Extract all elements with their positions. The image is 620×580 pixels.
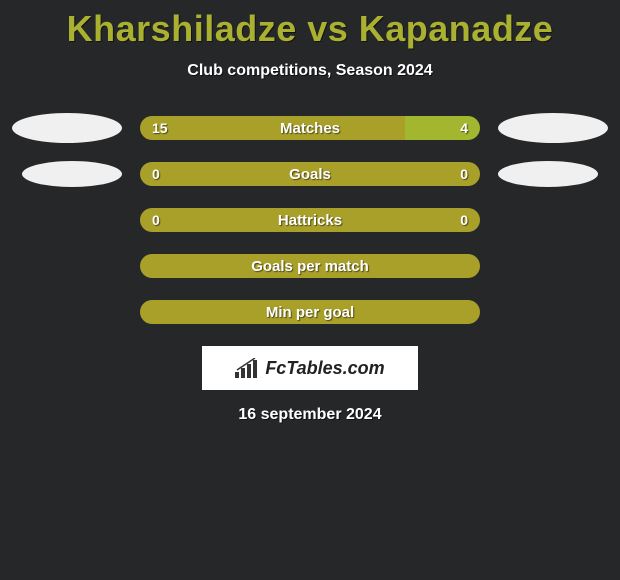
bar-segment-left	[140, 116, 405, 140]
page-title: Kharshiladze vs Kapanadze	[0, 0, 620, 50]
stat-row: Goals per match	[0, 254, 620, 278]
stat-bar: Hattricks00	[140, 208, 480, 232]
stat-row: Min per goal	[0, 300, 620, 324]
bar-segment-left	[140, 300, 310, 324]
site-attribution: FcTables.com	[202, 346, 418, 390]
chart-icon	[235, 358, 259, 378]
player-left-ellipse	[12, 113, 122, 143]
bar-segment-left	[140, 254, 310, 278]
player-right-ellipse	[498, 161, 598, 187]
stat-bar: Min per goal	[140, 300, 480, 324]
stat-row: Hattricks00	[0, 208, 620, 232]
stat-row: Matches154	[0, 116, 620, 140]
date-stamp: 16 september 2024	[0, 406, 620, 424]
bar-segment-right	[310, 254, 480, 278]
stat-bar: Goals00	[140, 162, 480, 186]
stat-bar: Matches154	[140, 116, 480, 140]
bar-segment-left	[140, 162, 310, 186]
bar-segment-left	[140, 208, 310, 232]
player-left-ellipse	[22, 161, 122, 187]
stat-row: Goals00	[0, 162, 620, 186]
player-right-ellipse	[498, 113, 608, 143]
bar-segment-right	[310, 208, 480, 232]
page-subtitle: Club competitions, Season 2024	[0, 62, 620, 80]
bar-segment-right	[310, 300, 480, 324]
stat-bar: Goals per match	[140, 254, 480, 278]
bar-segment-right	[310, 162, 480, 186]
bar-segment-right	[405, 116, 480, 140]
site-brand-text: FcTables.com	[265, 358, 384, 379]
comparison-rows: Matches154 Goals00 Hattricks00 Goals per ma…	[0, 116, 620, 324]
